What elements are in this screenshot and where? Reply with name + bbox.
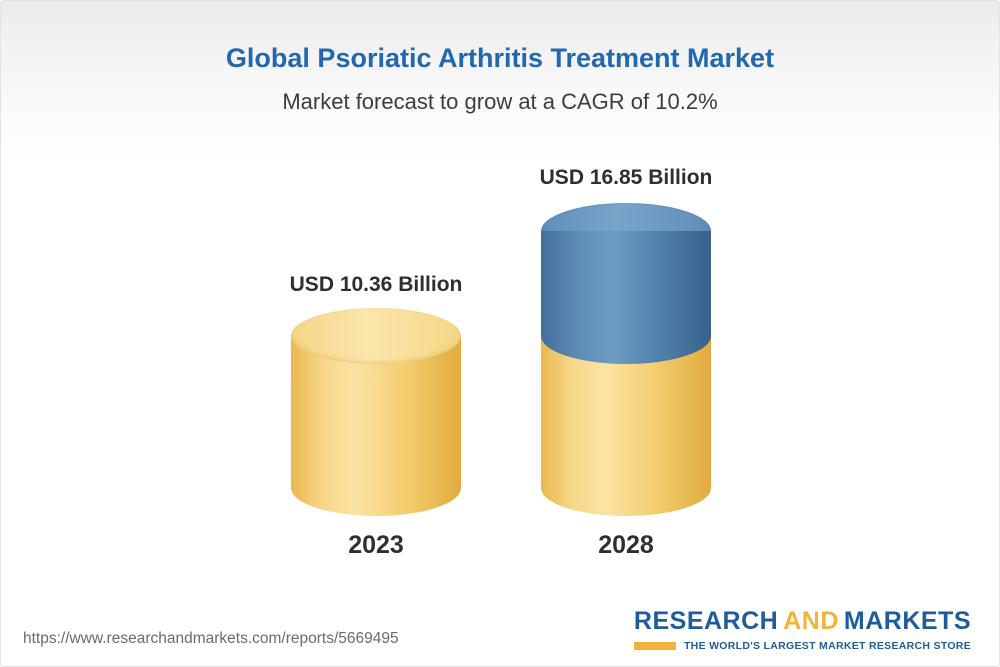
logo-word-research: RESEARCH [633, 607, 779, 635]
bar-2028-cylinder [541, 203, 711, 548]
bar-2023-body [291, 336, 461, 516]
page-title: Global Psoriatic Arthritis Treatment Mar… [225, 43, 775, 73]
bar-2028-base-segment [541, 336, 711, 516]
logo-word-and: AND [783, 607, 839, 635]
bar-2023-cylinder [291, 308, 461, 548]
logo-tagline-row: THE WORLD'S LARGEST MARKET RESEARCH STOR… [633, 640, 971, 652]
bar-2028-growth-segment [541, 231, 711, 364]
value-label-2023: USD 10.36 Billion [289, 273, 463, 296]
logo-word-markets: MARKETS [843, 607, 971, 635]
logo-tagline: THE WORLD'S LARGEST MARKET RESEARCH STOR… [683, 640, 971, 652]
page-subtitle: Market forecast to grow at a CAGR of 10.… [282, 89, 718, 114]
axis-label-2028: 2028 [598, 531, 654, 559]
logo-wordmark: RESEARCH AND MARKETS [634, 607, 971, 636]
bar-2023-top-ellipse [291, 308, 461, 364]
researchandmarkets-logo: RESEARCH AND MARKETS THE WORLD'S LARGEST M… [633, 607, 971, 652]
axis-label-2023: 2023 [348, 531, 404, 559]
logo-gold-bar [633, 642, 676, 650]
report-url: https://www.researchandmarkets.com/repor… [23, 630, 399, 647]
value-label-2028: USD 16.85 Billion [539, 166, 713, 189]
